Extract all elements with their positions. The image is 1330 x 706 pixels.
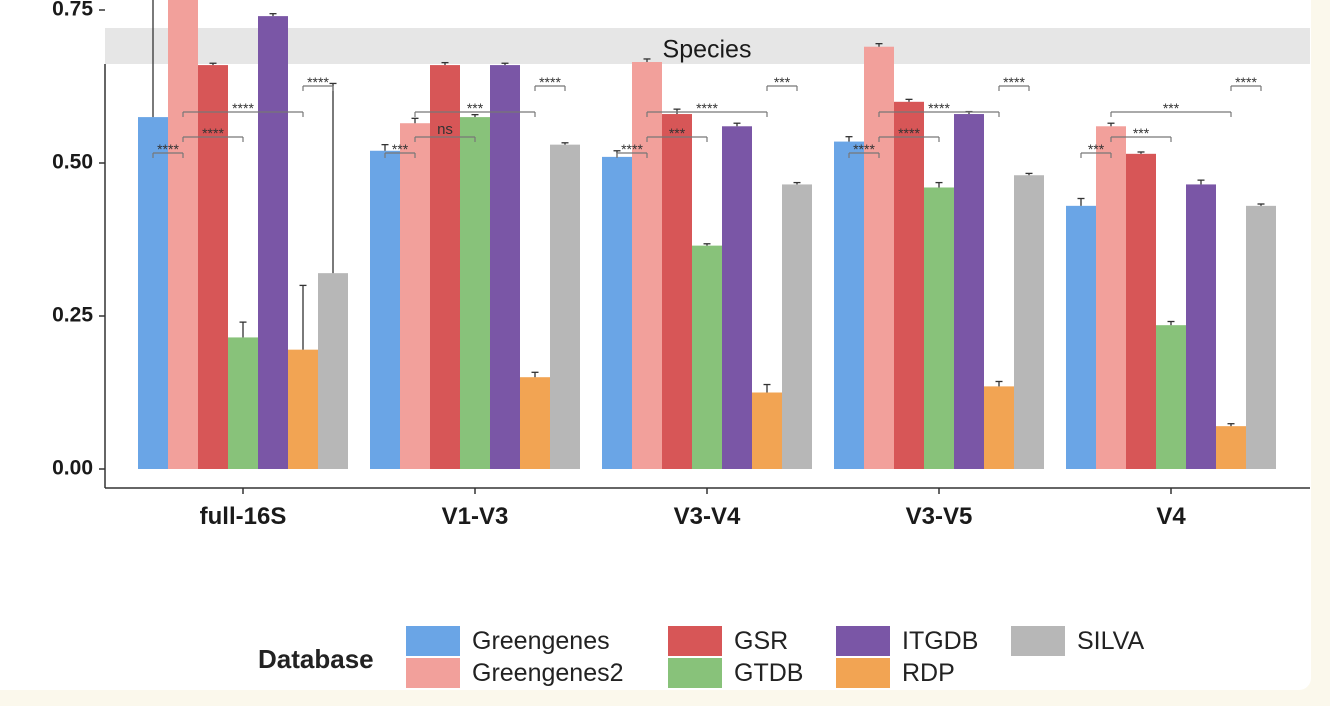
bar xyxy=(662,114,692,469)
significance-label: **** xyxy=(621,141,643,157)
significance-label: *** xyxy=(1088,141,1105,157)
legend-swatch xyxy=(668,658,722,688)
x-tick-label: V1-V3 xyxy=(442,503,509,530)
legend-swatch xyxy=(1011,626,1065,656)
significance-label: *** xyxy=(1133,125,1150,141)
legend-swatch xyxy=(668,626,722,656)
facet-title: Species xyxy=(663,36,752,64)
significance-label: *** xyxy=(774,74,791,90)
y-tick-label: 0.75 xyxy=(52,0,93,21)
legend-item: Greengenes2 xyxy=(406,658,624,688)
bar xyxy=(722,126,752,469)
bar xyxy=(1014,175,1044,470)
bar xyxy=(138,117,168,469)
significance-label: *** xyxy=(1163,100,1180,116)
significance-label: **** xyxy=(539,74,561,90)
significance-label: **** xyxy=(232,100,254,116)
legend-title: Database xyxy=(258,644,374,674)
x-tick-label: V4 xyxy=(1156,503,1186,530)
bar xyxy=(1216,426,1246,469)
bar xyxy=(430,65,460,469)
legend-label: ITGDB xyxy=(902,626,979,655)
bar xyxy=(168,0,198,469)
bar xyxy=(1066,205,1096,469)
significance-label: **** xyxy=(696,100,718,116)
bar xyxy=(602,156,632,469)
bar xyxy=(864,46,894,469)
significance-label: **** xyxy=(928,100,950,116)
bar xyxy=(924,187,954,470)
x-tick-label: V3-V4 xyxy=(674,503,741,530)
legend-swatch xyxy=(406,626,460,656)
significance-label: **** xyxy=(1003,74,1025,90)
significance-label: **** xyxy=(898,125,920,141)
x-tick-label: V3-V5 xyxy=(906,503,973,530)
significance-label: **** xyxy=(307,74,329,90)
y-tick-label: 0.00 xyxy=(52,457,93,480)
legend-item: GSR xyxy=(668,626,788,656)
legend-label: SILVA xyxy=(1077,626,1145,655)
significance-label: **** xyxy=(853,141,875,157)
significance-label: *** xyxy=(392,141,409,157)
bar xyxy=(490,65,520,469)
legend-item: GTDB xyxy=(668,658,803,688)
bar xyxy=(954,114,984,469)
bar xyxy=(318,273,348,469)
facet-strip xyxy=(105,28,1310,64)
significance-label: **** xyxy=(157,141,179,157)
legend-swatch xyxy=(836,626,890,656)
bar xyxy=(228,337,258,469)
legend-swatch xyxy=(836,658,890,688)
bar xyxy=(1246,205,1276,469)
legend-item: SILVA xyxy=(1011,626,1144,656)
legend-label: Greengenes xyxy=(472,626,610,655)
bar xyxy=(1126,153,1156,469)
bar xyxy=(400,123,430,469)
bar xyxy=(1096,126,1126,469)
bar xyxy=(258,16,288,470)
legend-label: RDP xyxy=(902,658,955,687)
legend-label: GSR xyxy=(734,626,789,655)
significance-label: **** xyxy=(1235,74,1257,90)
y-tick-label: 0.25 xyxy=(52,304,93,327)
bar xyxy=(752,392,782,469)
bar xyxy=(984,386,1014,469)
bar xyxy=(834,141,864,469)
bar xyxy=(460,117,490,469)
significance-label: *** xyxy=(669,125,686,141)
significance-label: **** xyxy=(202,125,224,141)
legend-item: RDP xyxy=(836,658,955,688)
x-tick-label: full-16S xyxy=(200,503,287,530)
bar xyxy=(550,144,580,469)
bar xyxy=(198,65,228,469)
legend-label: Greengenes2 xyxy=(472,658,624,687)
bar xyxy=(632,62,662,470)
bar xyxy=(782,184,812,470)
bar xyxy=(894,101,924,470)
significance-label: *** xyxy=(467,100,484,116)
bar xyxy=(520,377,550,469)
legend-item: Greengenes xyxy=(406,626,610,656)
legend-label: GTDB xyxy=(734,658,804,687)
significance-label: ns xyxy=(437,121,453,138)
bar xyxy=(1186,184,1216,470)
bar xyxy=(692,245,722,469)
bar xyxy=(288,349,318,469)
y-tick-label: 0.50 xyxy=(52,151,93,174)
species-bar-chart: Species 0.000.250.500.751.00full-16S****… xyxy=(52,0,1310,530)
bar xyxy=(1156,325,1186,469)
legend-item: ITGDB xyxy=(836,626,978,656)
legend-swatch xyxy=(406,658,460,688)
bar xyxy=(370,150,400,469)
